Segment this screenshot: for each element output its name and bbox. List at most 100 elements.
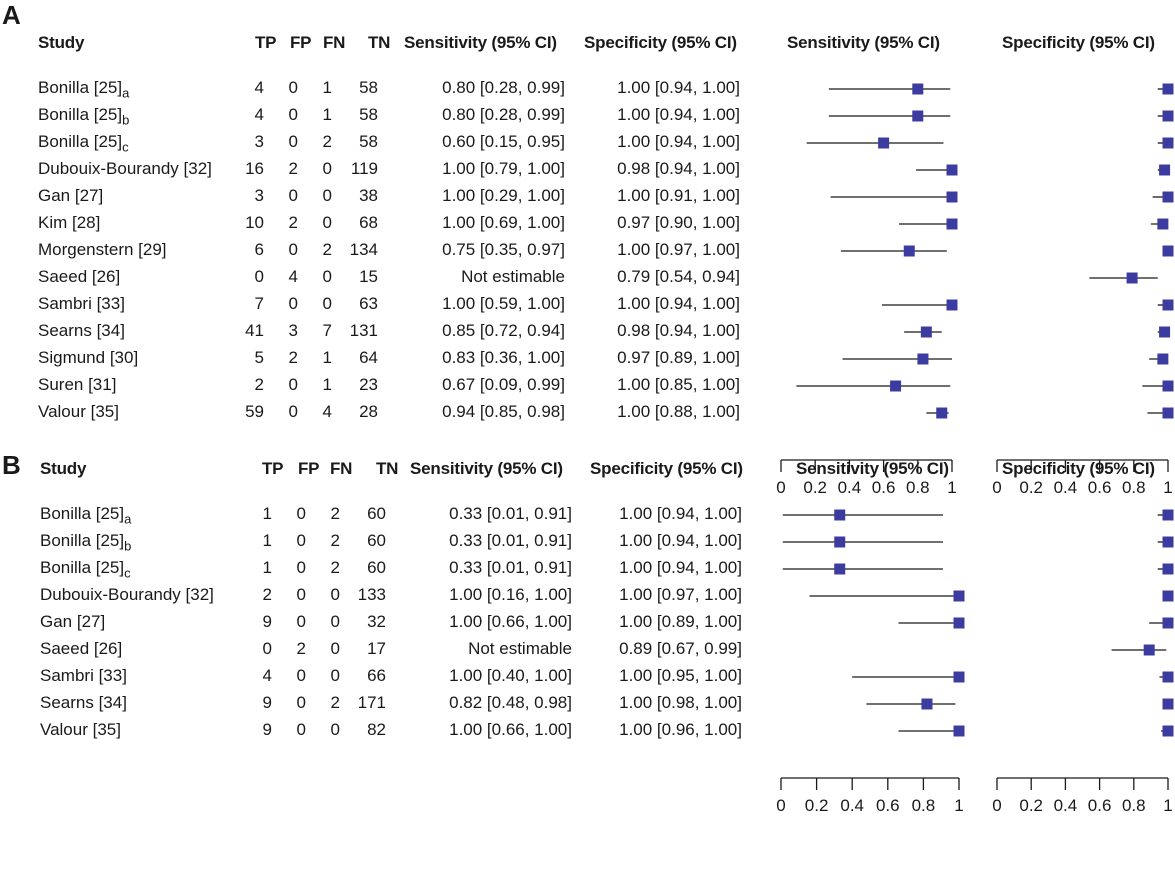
panel-b-tn-value: 60: [367, 558, 386, 577]
panel-b-header-fp: FP: [298, 459, 320, 478]
panel-a-sensitivity-point: [946, 164, 958, 176]
panel-b-study-name: Dubouix-Bourandy [32]: [40, 585, 214, 604]
panel-b-plot-title-sensitivity: Sensitivity (95% CI): [796, 459, 949, 478]
panel-b-specificity-tick-label: 1: [1163, 796, 1172, 815]
panel-a-specificity-point: [1162, 299, 1174, 311]
panel-b-fn-value: 2: [330, 531, 340, 550]
panel-b-specificity-point: [1162, 617, 1174, 629]
panel-b-specificity-ci: 1.00 [0.94, 1.00]: [619, 531, 742, 550]
panel-a-specificity-ci: 1.00 [0.88, 1.00]: [617, 402, 740, 421]
panel-a-study-name: Gan [27]: [38, 186, 104, 205]
panel-b-sensitivity-ci: 0.33 [0.01, 0.91]: [449, 504, 572, 523]
panel-a-sensitivity-point: [946, 299, 958, 311]
panel-a-fp-value: 0: [288, 375, 298, 394]
panel-a-study-name: Saeed [26]: [38, 267, 121, 286]
panel-a-fn-value: 0: [322, 294, 332, 313]
panel-b-sensitivity-point: [834, 536, 846, 548]
panel-a-tn-value: 131: [349, 321, 378, 340]
panel-b-specificity-ci: 1.00 [0.89, 1.00]: [619, 612, 742, 631]
panel-b-specificity-point: [1162, 563, 1174, 575]
panel-b-specificity-ci: 1.00 [0.94, 1.00]: [619, 558, 742, 577]
panel-a-fn-value: 1: [322, 348, 332, 367]
panel-b-sensitivity-ci: 1.00 [0.16, 1.00]: [449, 585, 572, 604]
panel-b-fn-value: 0: [330, 720, 340, 739]
panel-a-specificity-tick-label: 0: [992, 478, 1001, 497]
panel-a-specificity-tick-label: 0.2: [1019, 478, 1043, 497]
panel-b-study-name: Saeed [26]: [40, 639, 123, 658]
panel-b-tn-value: 171: [357, 693, 386, 712]
panel-a-tp-value: 59: [245, 402, 264, 421]
panel-a-sensitivity-ci: 0.75 [0.35, 0.97]: [442, 240, 565, 259]
panel-a-study-name: Suren [31]: [38, 375, 117, 394]
panel-a-fp-value: 0: [288, 294, 298, 313]
panel-b-tn-value: 17: [367, 639, 386, 658]
panel-b-fp-value: 0: [296, 558, 306, 577]
panel-b-specificity-tick-label: 0.2: [1019, 796, 1043, 815]
panel-b-tp-value: 1: [262, 558, 272, 577]
panel-b-specificity-point: [1162, 671, 1174, 683]
panel-a-sensitivity-ci: 0.94 [0.85, 0.98]: [442, 402, 565, 421]
panel-b-study-name: Sambri [33]: [40, 666, 127, 685]
panel-a-tn-value: 58: [359, 105, 378, 124]
panel-a-tn-value: 68: [359, 213, 378, 232]
panel-b-study-name: Valour [35]: [40, 720, 121, 739]
panel-a-sensitivity-point: [890, 380, 902, 392]
panel-a-specificity-point: [1162, 407, 1174, 419]
panel-b-sensitivity-tick-label: 0: [776, 796, 785, 815]
panel-a-specificity-point: [1157, 353, 1169, 365]
panel-a-fn-value: 2: [322, 240, 332, 259]
panel-a-tn-value: 15: [359, 267, 378, 286]
panel-a-header-tp: TP: [255, 33, 277, 52]
panel-a-fp-value: 0: [288, 402, 298, 421]
panel-a-sensitivity-point: [917, 353, 929, 365]
panel-a-sensitivity-tick-label: 0.8: [906, 478, 930, 497]
panel-b-tp-value: 9: [262, 720, 272, 739]
panel-a-specificity-point: [1162, 137, 1174, 149]
panel-b-sensitivity-point: [834, 563, 846, 575]
panel-b-fn-value: 2: [330, 504, 340, 523]
panel-a-specificity-tick-label: 0.4: [1054, 478, 1078, 497]
panel-b-fn-value: 0: [330, 666, 340, 685]
panel-b-fn-value: 2: [330, 558, 340, 577]
panel-b-fn-value: 0: [330, 612, 340, 631]
panel-b-study-name: Gan [27]: [40, 612, 106, 631]
panel-a-fp-value: 2: [288, 348, 298, 367]
panel-a-sensitivity-ci: 0.80 [0.28, 0.99]: [442, 105, 565, 124]
panel-b-specificity-ci: 1.00 [0.98, 1.00]: [619, 693, 742, 712]
panel-b-specificity-ci: 1.00 [0.96, 1.00]: [619, 720, 742, 739]
panel-b-fp-value: 0: [296, 585, 306, 604]
panel-b-sensitivity-ci: 0.33 [0.01, 0.91]: [449, 558, 572, 577]
panel-a-fn-value: 0: [322, 159, 332, 178]
panel-a-specificity-ci: 0.97 [0.90, 1.00]: [617, 213, 740, 232]
panel-b-specificity-point: [1162, 536, 1174, 548]
panel-a-specificity-point: [1162, 191, 1174, 203]
panel-a-sensitivity-tick-label: 0: [776, 478, 785, 497]
panel-b-header-tp: TP: [262, 459, 284, 478]
panel-a-header-tn: TN: [368, 33, 391, 52]
panel-a-tn-value: 134: [349, 240, 378, 259]
panel-a-sensitivity-ci: 0.83 [0.36, 1.00]: [442, 348, 565, 367]
panel-b-specificity-point: [1162, 725, 1174, 737]
panel-b-fn-value: 0: [330, 585, 340, 604]
panel-a-sensitivity-point: [936, 407, 948, 419]
panel-a-sensitivity-point: [903, 245, 915, 257]
panel-a-tp-value: 3: [254, 186, 264, 205]
panel-a-fn-value: 0: [322, 267, 332, 286]
panel-b-fn-value: 2: [330, 693, 340, 712]
panel-b-specificity-ci: 0.89 [0.67, 0.99]: [619, 639, 742, 658]
panel-b-header-tn: TN: [376, 459, 399, 478]
panel-a-study-name: Bonilla [25]b: [38, 105, 130, 128]
panel-a-sensitivity-ci: Not estimable: [461, 267, 565, 286]
panel-a-sensitivity-point: [878, 137, 890, 149]
panel-a-study-name: Searns [34]: [38, 321, 125, 340]
panel-b-sensitivity-ci: 1.00 [0.66, 1.00]: [449, 612, 572, 631]
panel-b-sensitivity-ci: Not estimable: [468, 639, 572, 658]
panel-a-sensitivity-point: [920, 326, 932, 338]
panel-a-letter: A: [2, 0, 21, 30]
panel-b-specificity-tick-label: 0.4: [1054, 796, 1078, 815]
panel-a-fn-value: 1: [322, 78, 332, 97]
panel-a-study-name: Morgenstern [29]: [38, 240, 167, 259]
panel-b-fp-value: 2: [296, 639, 306, 658]
panel-b-tn-value: 32: [367, 612, 386, 631]
